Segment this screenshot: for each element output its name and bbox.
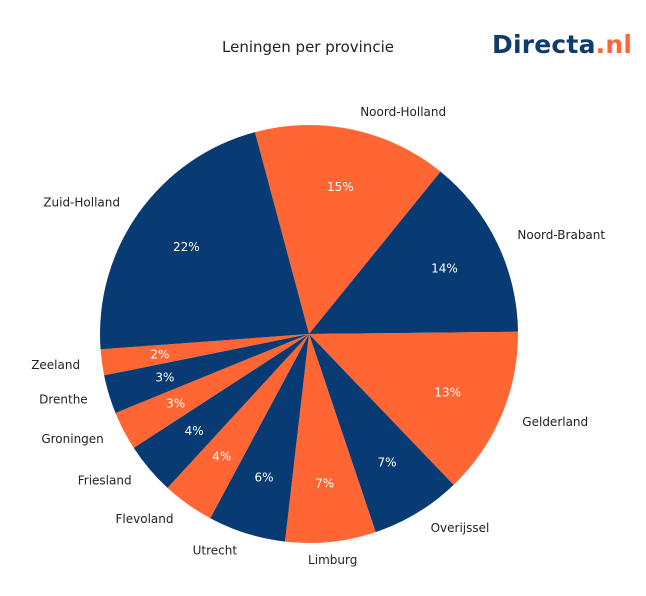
slice-label-groningen: Groningen xyxy=(41,432,103,446)
slice-label-utrecht: Utrecht xyxy=(193,544,238,558)
slice-percent-noord-holland: 15% xyxy=(327,180,354,194)
slice-percent-flevoland: 4% xyxy=(212,450,231,464)
slice-percent-groningen: 3% xyxy=(166,397,185,411)
slice-label-overijssel: Overijssel xyxy=(431,521,490,535)
slice-percent-friesland: 4% xyxy=(185,424,204,438)
slice-label-noord-brabant: Noord-Brabant xyxy=(517,228,605,242)
slice-label-flevoland: Flevoland xyxy=(116,512,174,526)
slice-percent-noord-brabant: 14% xyxy=(431,262,458,276)
slice-percent-zuid-holland: 22% xyxy=(173,240,200,254)
slice-label-drenthe: Drenthe xyxy=(39,393,88,407)
pie-slices xyxy=(100,125,518,543)
slice-percent-overijssel: 7% xyxy=(377,456,396,470)
slice-label-zuid-holland: Zuid-Holland xyxy=(43,196,120,210)
slice-percent-limburg: 7% xyxy=(315,477,334,491)
slice-label-gelderland: Gelderland xyxy=(522,415,588,429)
slice-label-noord-holland: Noord-Holland xyxy=(360,105,446,119)
slice-percent-gelderland: 13% xyxy=(434,385,461,399)
slice-label-zeeland: Zeeland xyxy=(31,358,80,372)
slice-label-friesland: Friesland xyxy=(78,474,132,488)
slice-percent-zeeland: 2% xyxy=(150,347,169,361)
slice-percent-utrecht: 6% xyxy=(254,471,273,485)
slice-percent-drenthe: 3% xyxy=(155,371,174,385)
slice-label-limburg: Limburg xyxy=(308,553,357,567)
